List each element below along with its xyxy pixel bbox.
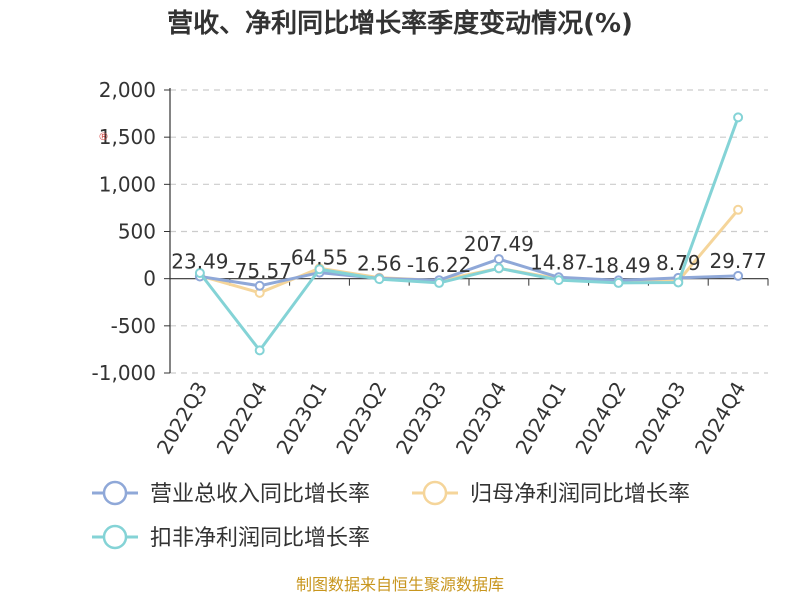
data-label: 8.79 [656,251,701,275]
source-note: 制图数据来自恒生聚源数据库 [296,575,504,594]
legend-label: 归母净利润同比增长率 [470,482,690,507]
data-label: 64.55 [291,246,348,270]
data-label: 29.77 [709,249,766,273]
data-point [194,268,205,279]
data-point [733,204,744,215]
series-lines [194,112,744,356]
x-tick-label: 2024Q4 [690,378,750,459]
data-label: -18.49 [586,253,650,277]
x-tick-label: 2023Q2 [331,378,391,459]
legend-label: 营业总收入同比增长率 [150,482,370,507]
data-point [493,254,504,265]
y-axis-ticks: -1,000 -500 0 500 1,000 1,500 2,000 [92,78,170,385]
y-tick-label: -500 [111,314,156,338]
data-label: 23.49 [171,249,228,273]
watermark: ® [98,130,109,143]
data-point [553,275,564,286]
x-tick-label: 2024Q1 [511,378,571,459]
y-tick-label: 2,000 [99,78,156,102]
x-tick-label: 2023Q3 [391,377,451,458]
data-point [733,112,744,123]
data-label: -16.22 [407,253,471,277]
series-line [199,257,739,288]
legend-marker [102,524,128,550]
data-point [733,270,744,281]
x-tick-label: 2022Q3 [152,378,212,459]
x-tick-label: 2023Q1 [271,378,331,459]
legend-marker [102,480,128,506]
data-label: 2.56 [357,251,402,275]
data-point [254,280,265,291]
data-point [374,274,385,285]
legend-marker [422,480,448,506]
y-tick-label: 1,500 [99,125,156,149]
x-axis-ticks: 2022Q3 2022Q4 2023Q1 2023Q2 2023Q3 2023Q4 2024… [152,278,769,459]
data-label: 14.87 [530,250,587,274]
y-tick-label: 0 [143,267,156,291]
data-point [673,277,684,288]
data-point [613,277,624,288]
x-tick-label: 2023Q4 [451,378,511,459]
x-tick-label: 2024Q3 [630,378,690,459]
data-point [434,277,445,288]
chart-title: 营收、净利同比增长率季度变动情况(%) [167,8,633,39]
series-line [198,116,740,352]
data-label: 207.49 [464,232,534,256]
y-tick-label: 500 [118,220,156,244]
data-point [254,345,265,356]
axes [169,88,768,373]
data-label: -75.57 [227,259,291,283]
x-tick-label: 2022Q4 [212,378,272,459]
data-point [493,263,504,274]
data-point [314,264,325,275]
y-tick-label: 1,000 [99,172,156,196]
x-tick-label: 2024Q2 [570,378,630,459]
grid [170,89,768,374]
legend-label: 扣非净利润同比增长率 [150,526,370,551]
y-tick-label: -1,000 [92,361,156,385]
